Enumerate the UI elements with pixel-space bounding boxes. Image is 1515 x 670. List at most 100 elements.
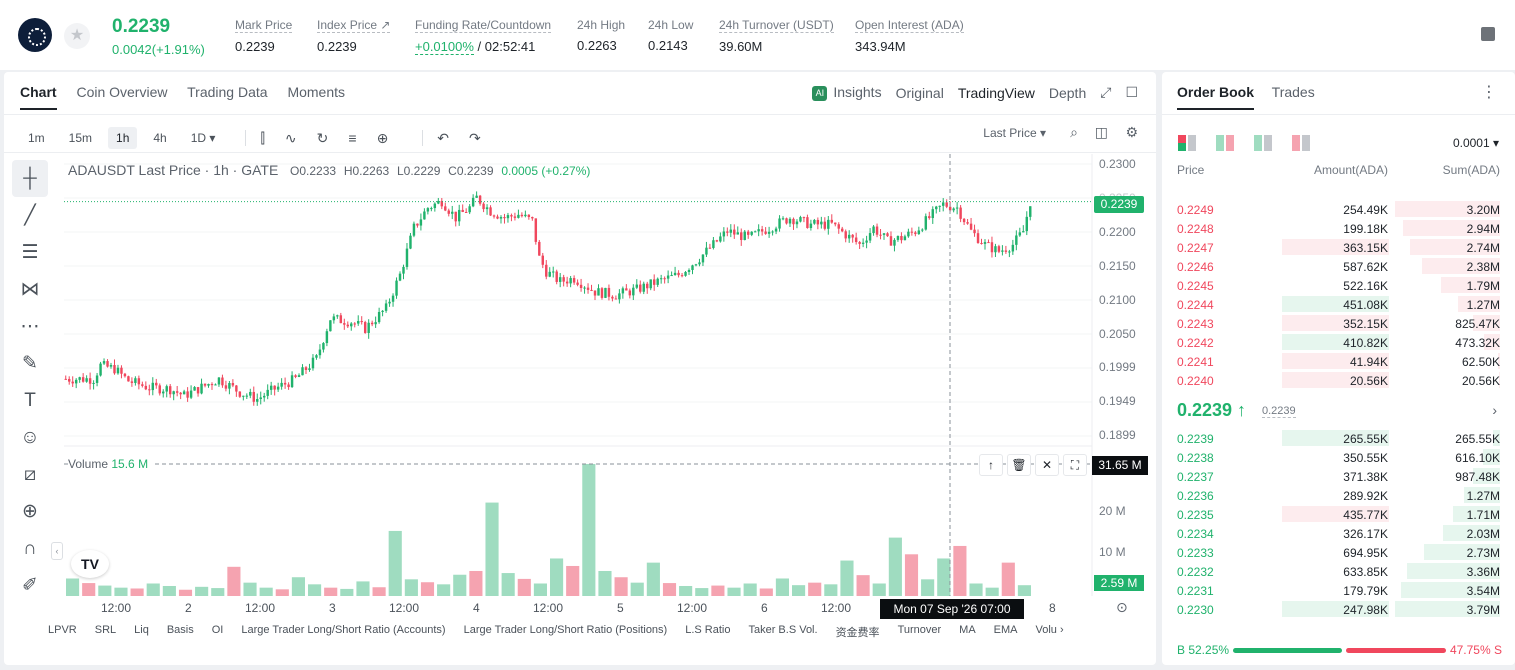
collapse-toolbar-icon[interactable]: ‹ xyxy=(51,542,63,560)
tab-tradingview[interactable]: TradingView xyxy=(957,84,1035,101)
pattern-tool-icon[interactable]: ⋈ xyxy=(20,279,40,300)
volume-bar xyxy=(566,565,580,596)
favorite-star-icon[interactable]: ★ xyxy=(64,23,90,49)
undo-icon[interactable]: ↶ xyxy=(437,129,450,146)
indicator-turnover[interactable]: Turnover xyxy=(897,624,942,636)
candlestick-chart[interactable] xyxy=(4,72,1156,665)
interval-15m[interactable]: 15m xyxy=(68,131,93,145)
indicator-funding-rate[interactable]: 资金费率 xyxy=(835,627,880,639)
tab-coin-overview[interactable]: Coin Overview xyxy=(76,84,168,100)
indicator-ls-ratio[interactable]: L.S Ratio xyxy=(685,624,731,636)
emoji-tool-icon[interactable]: ☺ xyxy=(20,427,40,448)
indicator-volume[interactable]: Volu › xyxy=(1035,624,1064,636)
indicator-lt-accounts[interactable]: Large Trader Long/Short Ratio (Accounts) xyxy=(241,624,446,636)
templates-icon[interactable]: ≡ xyxy=(348,130,357,146)
last-price: 0.2239 xyxy=(112,16,171,37)
ruler-tool-icon[interactable]: ⧄ xyxy=(23,464,37,485)
collapse-icon[interactable]: ✕ xyxy=(1035,454,1059,476)
layout-asks-icon[interactable] xyxy=(1292,135,1310,151)
price-type-dropdown[interactable]: Last Price ▾ xyxy=(983,126,1046,140)
compare-icon[interactable]: ↻ xyxy=(316,129,329,146)
layout-bids-icon[interactable] xyxy=(1254,135,1272,151)
interval-1h[interactable]: 1h xyxy=(108,127,138,149)
chevron-right-icon[interactable]: › xyxy=(1492,402,1497,418)
tab-trading-data[interactable]: Trading Data xyxy=(187,84,268,100)
tab-chart[interactable]: Chart xyxy=(20,84,57,110)
expand-icon[interactable]: ⤢ xyxy=(1100,84,1112,100)
layout-split-icon[interactable] xyxy=(1216,135,1234,151)
ask-row[interactable]: 0.2241 41.94K 62.50K xyxy=(1162,352,1515,371)
bid-row[interactable]: 0.2238 350.55K 616.10K xyxy=(1162,448,1515,467)
bid-row[interactable]: 0.2239 265.55K 265.55K xyxy=(1162,429,1515,448)
amount-cell: 522.16K xyxy=(1343,279,1388,293)
delete-icon[interactable]: 🗑 xyxy=(1007,454,1031,476)
fib-tool-icon[interactable]: ⋯ xyxy=(20,316,40,337)
bid-row[interactable]: 0.2232 633.85K 3.36M xyxy=(1162,562,1515,581)
horizontal-lines-icon[interactable]: ☰ xyxy=(21,242,39,263)
interval-1d-dropdown[interactable]: 1D ▾ xyxy=(190,131,216,145)
gear-icon[interactable]: ⚙ xyxy=(1125,124,1138,140)
camera-icon[interactable]: ◫ xyxy=(1094,124,1108,140)
more-menu-icon[interactable]: ⋮ xyxy=(1481,84,1497,101)
indicator-basis[interactable]: Basis xyxy=(166,624,194,636)
tab-moments[interactable]: Moments xyxy=(287,84,346,100)
pencil-lock-icon[interactable]: ✐ xyxy=(22,575,38,596)
reset-view-icon[interactable]: ⊙ xyxy=(1116,599,1128,615)
indicators-icon[interactable]: ∿ xyxy=(284,129,297,146)
tab-depth[interactable]: Depth xyxy=(1048,84,1087,101)
precision-dropdown[interactable]: 0.0001 ▾ xyxy=(1452,136,1499,150)
bid-row[interactable]: 0.2230 247.98K 3.79M xyxy=(1162,600,1515,619)
fullscreen-icon[interactable]: ☐ xyxy=(1125,84,1138,100)
trend-line-icon[interactable]: ╱ xyxy=(24,205,36,226)
ask-row[interactable]: 0.2249 254.49K 3.20M xyxy=(1162,200,1515,219)
bid-row[interactable]: 0.2234 326.17K 2.03M xyxy=(1162,524,1515,543)
indicator-srl[interactable]: SRL xyxy=(94,624,117,636)
text-tool-icon[interactable]: T xyxy=(24,390,36,411)
ask-row[interactable]: 0.2243 352.15K 825.47K xyxy=(1162,314,1515,333)
indicator-oi[interactable]: OI xyxy=(211,624,224,636)
ask-row[interactable]: 0.2245 522.16K 1.79M xyxy=(1162,276,1515,295)
ask-row[interactable]: 0.2242 410.82K 473.32K xyxy=(1162,333,1515,352)
candle-body xyxy=(632,287,635,296)
interval-1m[interactable]: 1m xyxy=(28,131,45,145)
tab-order-book[interactable]: Order Book xyxy=(1177,84,1255,110)
indicator-taker-vol[interactable]: Taker B.S Vol. xyxy=(748,624,818,636)
bid-row[interactable]: 0.2236 289.92K 1.27M xyxy=(1162,486,1515,505)
bid-row[interactable]: 0.2237 371.38K 987.48K xyxy=(1162,467,1515,486)
brush-tool-icon[interactable]: ✎ xyxy=(22,353,38,374)
sum-depth-bar xyxy=(1410,239,1500,255)
tab-insights[interactable]: AI Insights xyxy=(812,84,882,101)
candle-body xyxy=(764,231,767,234)
indicator-liq[interactable]: Liq xyxy=(134,624,149,636)
tab-trades[interactable]: Trades xyxy=(1271,84,1315,100)
ask-row[interactable]: 0.2246 587.62K 2.38M xyxy=(1162,257,1515,276)
candle-type-icon[interactable]: ⫿ xyxy=(260,129,265,146)
ask-row[interactable]: 0.2248 199.18K 2.94M xyxy=(1162,219,1515,238)
bid-row[interactable]: 0.2231 179.79K 3.54M xyxy=(1162,581,1515,600)
book-icon[interactable] xyxy=(1481,27,1495,41)
bid-row[interactable]: 0.2233 694.95K 2.73M xyxy=(1162,543,1515,562)
indicator-lpvr[interactable]: LPVR xyxy=(48,624,77,636)
price-cell: 0.2239 xyxy=(1177,432,1214,446)
add-alert-icon[interactable]: ⊕ xyxy=(376,129,389,146)
ask-row[interactable]: 0.2247 363.15K 2.74M xyxy=(1162,238,1515,257)
x-tick: 2 xyxy=(185,601,192,615)
maximize-icon[interactable]: ⛶ xyxy=(1063,454,1087,476)
ask-row[interactable]: 0.2240 20.56K 20.56K xyxy=(1162,371,1515,390)
ask-row[interactable]: 0.2244 451.08K 1.27M xyxy=(1162,295,1515,314)
crosshair-tool-icon[interactable]: ┼ xyxy=(12,160,48,197)
bid-row[interactable]: 0.2235 435.77K 1.71M xyxy=(1162,505,1515,524)
layout-both-icon[interactable] xyxy=(1178,135,1196,151)
magnet-icon[interactable]: ∩ xyxy=(23,538,37,559)
indicator-ma[interactable]: MA xyxy=(959,624,976,636)
stat-index-price[interactable]: Index Price ↗ 0.2239 xyxy=(317,18,391,54)
interval-4h[interactable]: 4h xyxy=(153,131,167,145)
tab-original[interactable]: Original xyxy=(895,84,944,101)
move-up-icon[interactable]: ↑ xyxy=(979,454,1003,476)
zoom-in-icon[interactable]: ⊕ xyxy=(22,501,38,522)
search-icon[interactable]: ⌕ xyxy=(1070,124,1078,140)
redo-icon[interactable]: ↷ xyxy=(469,129,481,146)
indicator-ema[interactable]: EMA xyxy=(993,624,1018,636)
indicator-lt-positions[interactable]: Large Trader Long/Short Ratio (Positions… xyxy=(463,624,668,636)
candle-body xyxy=(628,290,632,296)
